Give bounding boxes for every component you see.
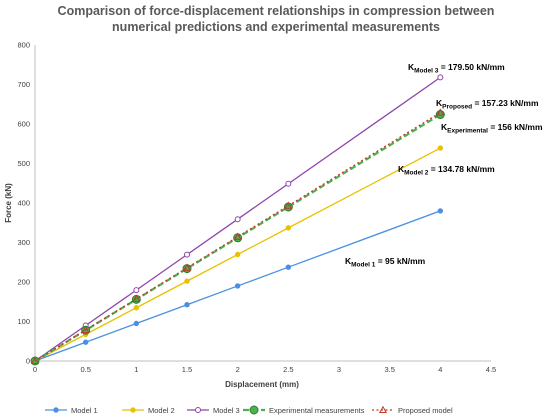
data-point-model2 xyxy=(184,278,190,284)
chart-title: Comparison of force-displacement relatio… xyxy=(58,4,495,34)
chart-title-line-1: Comparison of force-displacement relatio… xyxy=(58,4,495,18)
annotation-subscript: Model 2 xyxy=(404,170,429,177)
annotation-subscript: Model 1 xyxy=(351,262,376,269)
chart-title-line-2: numerical predictions and experimental m… xyxy=(112,20,440,34)
y-tick-label: 0 xyxy=(26,357,30,366)
legend-swatch-marker xyxy=(130,407,136,413)
x-tick-label: 1.5 xyxy=(182,365,192,374)
data-point-model2 xyxy=(133,305,140,311)
series-proposed xyxy=(30,108,445,365)
y-tick-label: 200 xyxy=(17,278,30,287)
series-line-proposed xyxy=(34,112,441,362)
data-point-proposed xyxy=(132,294,141,302)
data-point-model3 xyxy=(285,180,292,187)
x-tick-label: 2 xyxy=(236,365,240,374)
legend-item-experimental: Experimental measurements xyxy=(243,405,365,415)
legend: Model 1 Model 2 Model 3 Experimental measur… xyxy=(45,405,453,415)
data-point-model1 xyxy=(82,339,89,345)
data-point-proposed xyxy=(182,263,192,271)
annotation-subscript: Experimental xyxy=(447,128,488,135)
data-point-model3 xyxy=(184,251,190,258)
data-point-model2 xyxy=(234,251,241,258)
x-tick-label: 3 xyxy=(337,365,341,374)
y-tick-label: 500 xyxy=(17,159,30,168)
annotation-k: K xyxy=(398,164,405,174)
legend-label: Model 3 xyxy=(213,406,240,415)
annotation-k: K xyxy=(436,98,443,108)
data-point-model1 xyxy=(184,302,190,308)
legend-item-model2: Model 2 xyxy=(122,406,175,415)
legend-swatch-marker xyxy=(53,407,59,413)
annotation-k: K xyxy=(408,62,415,72)
legend-item-model1: Model 1 xyxy=(45,406,98,415)
y-tick-label: 800 xyxy=(17,41,30,50)
legend-swatch-marker xyxy=(195,407,201,413)
annotation-value: = 157.23 kN/mm xyxy=(472,98,539,108)
legend-item-proposed: Proposed model xyxy=(372,405,453,415)
data-point-proposed xyxy=(81,325,90,334)
annotation-subscript: Proposed xyxy=(442,104,472,111)
annotation-value: = 179.50 kN/mm xyxy=(438,62,505,72)
data-point-proposed xyxy=(233,232,242,240)
legend-swatch-marker xyxy=(378,405,388,414)
annotation-subscript: Model 3 xyxy=(414,68,439,75)
data-point-model1 xyxy=(285,264,292,270)
x-tick-label: 0 xyxy=(33,365,37,374)
annotation-value: = 156 kN/mm xyxy=(488,122,543,132)
y-tick-label: 700 xyxy=(17,80,30,89)
annotation-value: = 134.78 kN/mm xyxy=(428,164,495,174)
data-point-proposed xyxy=(284,201,293,209)
series-model3 xyxy=(32,74,444,364)
x-tick-label: 2.5 xyxy=(283,365,293,374)
annotation-k_model2: KModel 2 = 134.78 kN/mm xyxy=(398,164,495,177)
data-point-model3 xyxy=(437,74,444,81)
x-tick-label: 3.5 xyxy=(384,365,394,374)
data-point-model3 xyxy=(234,216,241,223)
data-point-model1 xyxy=(437,208,444,214)
annotation-k: K xyxy=(441,122,448,132)
annotation-value: = 95 kN/mm xyxy=(375,256,425,266)
y-tick-label: 100 xyxy=(17,317,30,326)
data-point-model1 xyxy=(133,320,140,327)
annotation-k_model1: KModel 1 = 95 kN/mm xyxy=(345,256,426,269)
axes xyxy=(34,45,491,362)
legend-label: Proposed model xyxy=(398,406,453,415)
data-point-model3 xyxy=(133,287,140,294)
x-tick-label: 0.5 xyxy=(80,365,90,374)
x-tick-labels: 0 0.5 1 1.5 2 2.5 3 3.5 4 4.5 xyxy=(33,365,496,374)
legend-label: Model 1 xyxy=(71,406,98,415)
series-experimental xyxy=(30,110,445,366)
x-tick-label: 4 xyxy=(438,365,442,374)
data-point-model2 xyxy=(285,225,292,231)
legend-swatch-marker xyxy=(249,405,259,415)
x-tick-label: 1 xyxy=(134,365,138,374)
annotation-k: K xyxy=(345,256,352,266)
data-point-proposed xyxy=(436,108,445,116)
annotation-k_model3: KModel 3 = 179.50 kN/mm xyxy=(408,62,505,75)
series-model2 xyxy=(32,145,444,364)
y-axis-label: Force (kN) xyxy=(4,183,13,223)
series-layer xyxy=(30,74,445,366)
data-point-model1 xyxy=(234,283,241,289)
y-tick-labels: 0 100 200 300 400 500 600 700 800 xyxy=(17,41,30,366)
legend-item-model3: Model 3 xyxy=(187,406,240,415)
data-point-proposed xyxy=(30,356,40,365)
series-model1 xyxy=(32,208,444,364)
legend-label: Model 2 xyxy=(148,406,175,415)
x-axis-label: Displacement (mm) xyxy=(225,380,299,389)
x-tick-label: 4.5 xyxy=(486,365,496,374)
annotation-k_experimental: KExperimental = 156 kN/mm xyxy=(441,122,543,135)
annotation-k_proposed: KProposed = 157.23 kN/mm xyxy=(436,98,539,111)
y-tick-label: 600 xyxy=(17,120,30,129)
y-tick-label: 400 xyxy=(17,199,30,208)
data-point-model2 xyxy=(437,145,444,151)
y-tick-label: 300 xyxy=(17,238,30,247)
legend-label: Experimental measurements xyxy=(269,406,365,415)
